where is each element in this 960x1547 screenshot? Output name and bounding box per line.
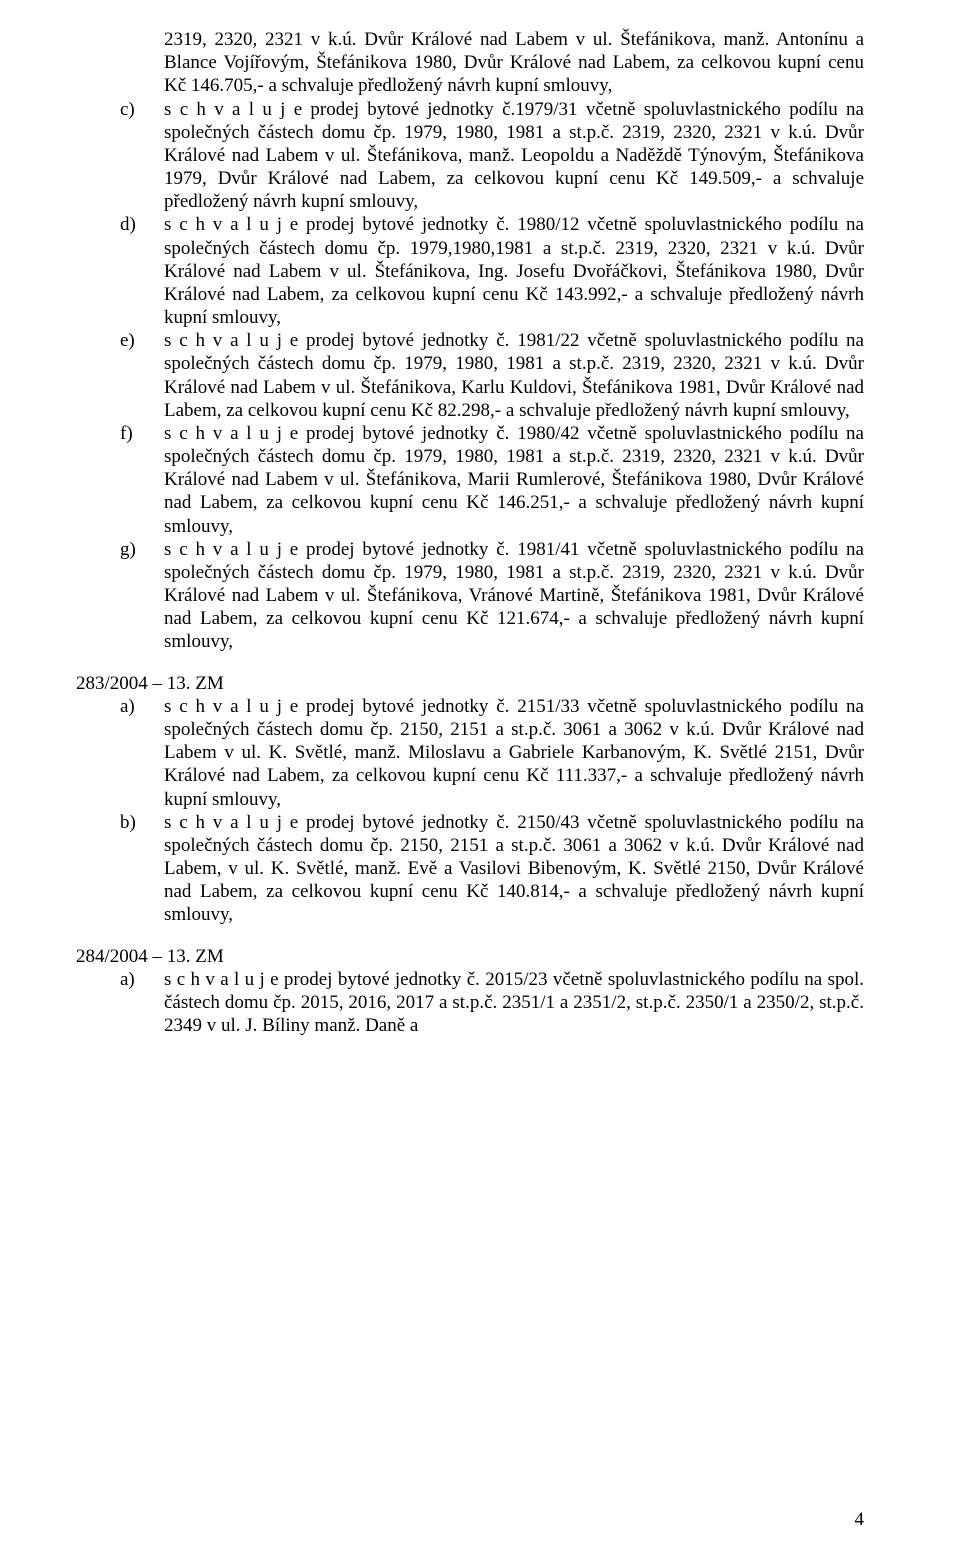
list-item: a) s c h v a l u j e prodej bytové jedno… [120, 695, 864, 811]
list-marker: c) [120, 98, 164, 121]
list-marker: a) [120, 968, 164, 991]
list-marker: f) [120, 422, 164, 445]
list-item: a) s c h v a l u j e prodej bytové jedno… [120, 968, 864, 1038]
paragraph-text: s c h v a l u j e prodej bytové jednotky… [164, 98, 864, 214]
list-marker: d) [120, 213, 164, 236]
list-marker: g) [120, 538, 164, 561]
paragraph-text: s c h v a l u j e prodej bytové jednotky… [164, 213, 864, 329]
list-item: d) s c h v a l u j e prodej bytové jedno… [120, 213, 864, 329]
ordered-list-1: c) s c h v a l u j e prodej bytové jedno… [120, 98, 864, 654]
list-item: g) s c h v a l u j e prodej bytové jedno… [120, 538, 864, 654]
document-page: 2319, 2320, 2321 v k.ú. Dvůr Králové nad… [0, 0, 960, 1547]
list-item: 2319, 2320, 2321 v k.ú. Dvůr Králové nad… [120, 28, 864, 98]
list-item: f) s c h v a l u j e prodej bytové jedno… [120, 422, 864, 538]
paragraph-text: s c h v a l u j e prodej bytové jednotky… [164, 811, 864, 927]
paragraph-text: s c h v a l u j e prodej bytové jednotky… [164, 422, 864, 538]
paragraph-text: s c h v a l u j e prodej bytové jednotky… [164, 968, 864, 1038]
section-heading: 284/2004 – 13. ZM [76, 945, 864, 968]
list-marker: a) [120, 695, 164, 718]
section-heading: 283/2004 – 13. ZM [76, 672, 864, 695]
paragraph-text: s c h v a l u j e prodej bytové jednotky… [164, 538, 864, 654]
paragraph-text: 2319, 2320, 2321 v k.ú. Dvůr Králové nad… [164, 28, 864, 98]
paragraph-text: s c h v a l u j e prodej bytové jednotky… [164, 329, 864, 422]
list-item: c) s c h v a l u j e prodej bytové jedno… [120, 98, 864, 214]
paragraph-text: s c h v a l u j e prodej bytové jednotky… [164, 695, 864, 811]
list-item: b) s c h v a l u j e prodej bytové jedno… [120, 811, 864, 927]
continuation-block: 2319, 2320, 2321 v k.ú. Dvůr Králové nad… [120, 28, 864, 98]
list-marker: e) [120, 329, 164, 352]
ordered-list-2: a) s c h v a l u j e prodej bytové jedno… [120, 695, 864, 927]
list-marker: b) [120, 811, 164, 834]
list-item: e) s c h v a l u j e prodej bytové jedno… [120, 329, 864, 422]
page-number: 4 [855, 1508, 865, 1531]
ordered-list-3: a) s c h v a l u j e prodej bytové jedno… [120, 968, 864, 1038]
